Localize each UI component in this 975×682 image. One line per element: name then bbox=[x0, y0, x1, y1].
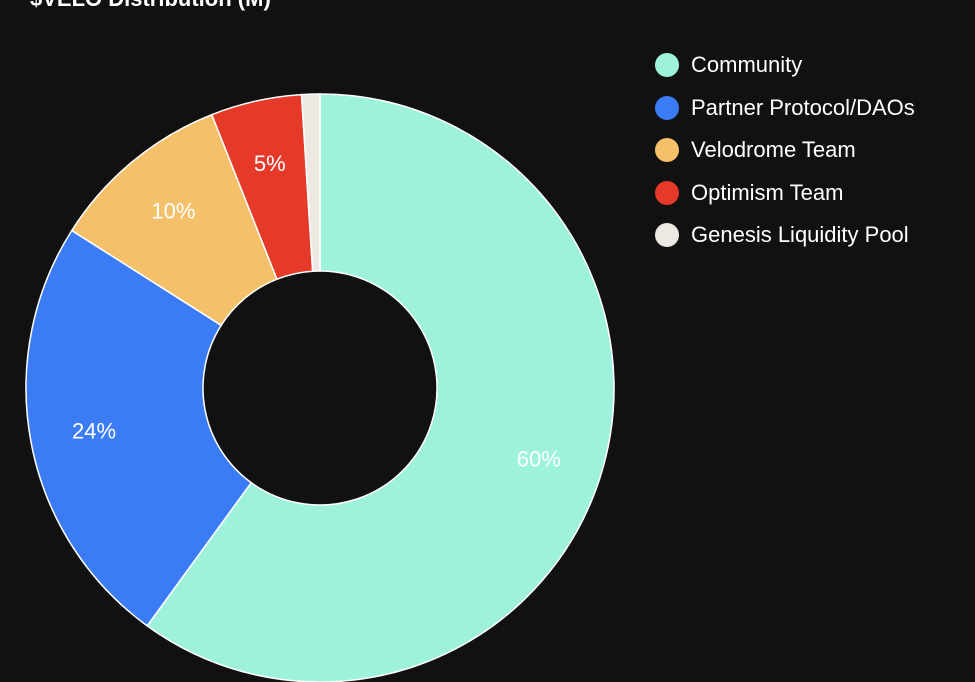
slice-label-optimism-team: 5% bbox=[254, 151, 286, 176]
legend-item-genesis-liquidity-pool: Genesis Liquidity Pool bbox=[655, 214, 915, 257]
legend-swatch bbox=[655, 138, 679, 163]
chart-title: $VELO Distribution (M) bbox=[30, 0, 271, 12]
slice-partner-protocol-daos bbox=[25, 229, 253, 627]
legend-item-optimism-team: Optimism Team bbox=[655, 172, 915, 215]
chart-legend: Community Partner Protocol/DAOs Velodrome … bbox=[655, 44, 915, 257]
legend-item-velodrome-team: Velodrome Team bbox=[655, 129, 915, 172]
slice-label-partner-protocol-daos: 24% bbox=[72, 419, 116, 444]
legend-label: Community bbox=[691, 52, 803, 78]
legend-item-community: Community bbox=[655, 44, 915, 87]
legend-item-partner-protocol-daos: Partner Protocol/DAOs bbox=[655, 87, 915, 130]
legend-label: Velodrome Team bbox=[691, 137, 856, 163]
legend-swatch bbox=[655, 95, 679, 120]
slice-label-community: 60% bbox=[517, 447, 561, 472]
legend-swatch bbox=[655, 53, 679, 78]
legend-swatch bbox=[655, 180, 679, 205]
slice-genesis-liquidity-pool bbox=[300, 93, 321, 273]
legend-label: Genesis Liquidity Pool bbox=[691, 222, 909, 248]
slice-label-velodrome-team: 10% bbox=[151, 198, 195, 223]
legend-label: Partner Protocol/DAOs bbox=[691, 94, 915, 120]
legend-label: Optimism Team bbox=[691, 179, 844, 205]
legend-swatch bbox=[655, 223, 679, 248]
donut-chart: 60% 24% 10% 5% bbox=[25, 93, 615, 682]
